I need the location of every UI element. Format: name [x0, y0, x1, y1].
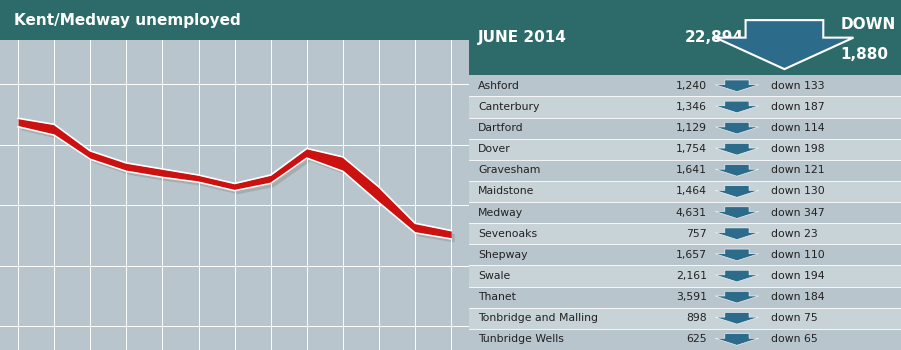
Text: down 187: down 187 [771, 102, 825, 112]
Text: Kent/Medway unemployed: Kent/Medway unemployed [14, 13, 241, 28]
Bar [469, 96, 901, 118]
Polygon shape [715, 228, 759, 239]
Text: Ashford: Ashford [478, 81, 520, 91]
Bar [469, 223, 901, 244]
Text: 2,161: 2,161 [676, 271, 706, 281]
Text: down 121: down 121 [771, 165, 825, 175]
Bar [469, 160, 901, 181]
Bar [469, 287, 901, 308]
Text: down 133: down 133 [771, 81, 825, 91]
Polygon shape [715, 164, 759, 176]
Text: Dover: Dover [478, 144, 511, 154]
FancyBboxPatch shape [469, 0, 901, 75]
Polygon shape [715, 101, 759, 113]
Bar [469, 139, 901, 160]
Polygon shape [715, 291, 759, 303]
Polygon shape [715, 144, 759, 155]
Text: 1,880: 1,880 [841, 47, 888, 62]
Text: DOWN: DOWN [841, 16, 896, 32]
Text: 1,129: 1,129 [676, 123, 706, 133]
Text: down 194: down 194 [771, 271, 825, 281]
Bar [469, 202, 901, 223]
Polygon shape [715, 270, 759, 282]
Text: Medway: Medway [478, 208, 523, 218]
Text: 1,240: 1,240 [676, 81, 706, 91]
Text: Sevenoaks: Sevenoaks [478, 229, 537, 239]
Text: Dartford: Dartford [478, 123, 523, 133]
Text: 757: 757 [686, 229, 706, 239]
Text: JUNE 2014: JUNE 2014 [478, 30, 567, 45]
Text: down 347: down 347 [771, 208, 825, 218]
Text: 3,591: 3,591 [676, 292, 706, 302]
Text: 1,641: 1,641 [676, 165, 706, 175]
Bar [469, 265, 901, 287]
Text: Canterbury: Canterbury [478, 102, 540, 112]
Bar [469, 329, 901, 350]
FancyBboxPatch shape [0, 0, 469, 40]
Text: Maidstone: Maidstone [478, 187, 534, 196]
Text: Tunbridge Wells: Tunbridge Wells [478, 335, 564, 344]
Text: down 110: down 110 [771, 250, 825, 260]
Polygon shape [715, 313, 759, 324]
Text: down 184: down 184 [771, 292, 825, 302]
Text: down 114: down 114 [771, 123, 825, 133]
Polygon shape [715, 249, 759, 261]
Bar [469, 181, 901, 202]
Text: Thanet: Thanet [478, 292, 515, 302]
Polygon shape [715, 80, 759, 92]
Text: 1,346: 1,346 [676, 102, 706, 112]
Bar [469, 244, 901, 265]
Text: 1,464: 1,464 [676, 187, 706, 196]
Text: down 130: down 130 [771, 187, 825, 196]
Text: down 23: down 23 [771, 229, 818, 239]
Text: Swale: Swale [478, 271, 510, 281]
Bar [469, 118, 901, 139]
Polygon shape [715, 334, 759, 345]
Polygon shape [715, 20, 853, 69]
Text: 1,657: 1,657 [676, 250, 706, 260]
Text: 898: 898 [686, 313, 706, 323]
Text: down 65: down 65 [771, 335, 818, 344]
Bar [469, 308, 901, 329]
Text: down 198: down 198 [771, 144, 825, 154]
Text: 1,754: 1,754 [676, 144, 706, 154]
Bar [469, 75, 901, 96]
Text: 625: 625 [686, 335, 706, 344]
Polygon shape [715, 122, 759, 134]
Polygon shape [715, 186, 759, 197]
Polygon shape [715, 207, 759, 218]
Text: Gravesham: Gravesham [478, 165, 541, 175]
Text: down 75: down 75 [771, 313, 818, 323]
Text: 22,894: 22,894 [685, 30, 744, 45]
Text: Tonbridge and Malling: Tonbridge and Malling [478, 313, 598, 323]
Text: Shepway: Shepway [478, 250, 527, 260]
Text: 4,631: 4,631 [676, 208, 706, 218]
